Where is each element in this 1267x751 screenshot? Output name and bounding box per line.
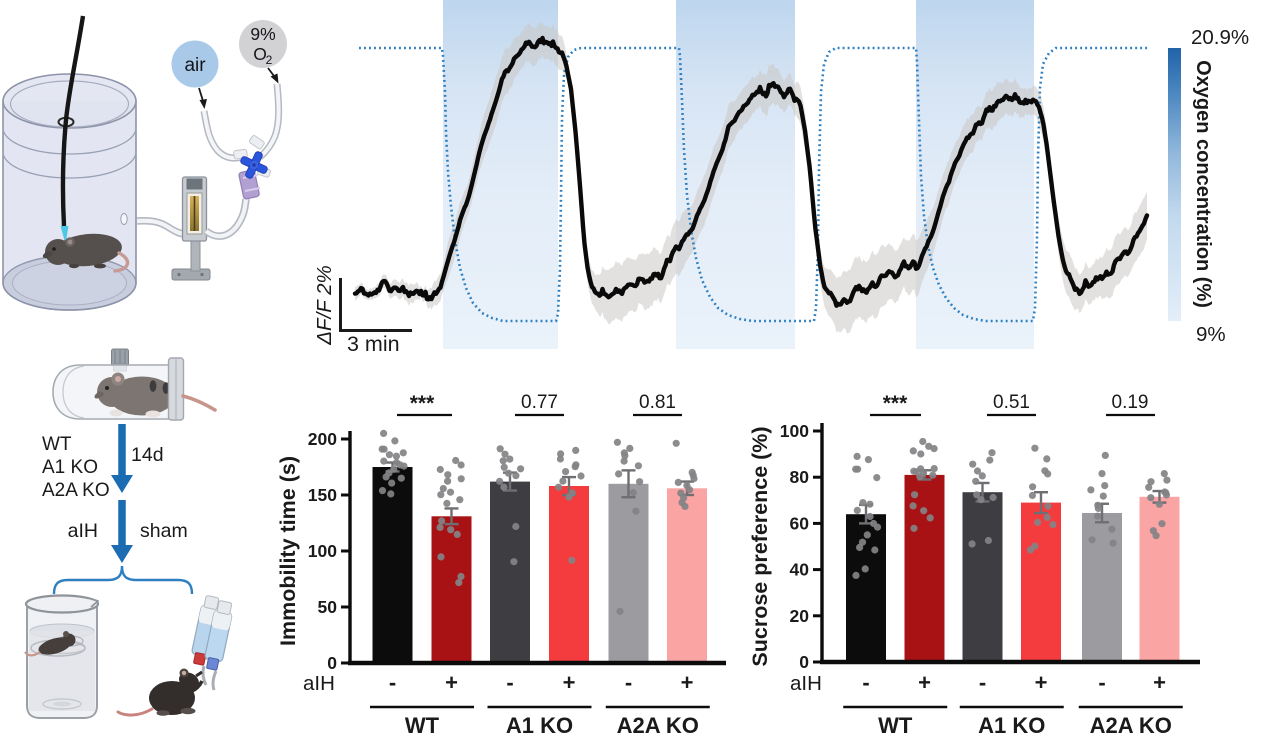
- svg-text:+: +: [681, 670, 694, 695]
- svg-text:+: +: [445, 670, 458, 695]
- svg-text:sham: sham: [140, 520, 188, 542]
- svg-text:A2A KO: A2A KO: [42, 480, 110, 501]
- svg-text:***: ***: [410, 392, 435, 415]
- svg-text:-: -: [506, 670, 513, 695]
- svg-text:100: 100: [308, 541, 337, 561]
- svg-text:100: 100: [780, 421, 809, 441]
- svg-text:+: +: [563, 670, 576, 695]
- svg-text:3 min: 3 min: [347, 332, 400, 356]
- svg-text:+: +: [1035, 670, 1048, 695]
- svg-text:80: 80: [790, 467, 810, 487]
- svg-text:A1 KO: A1 KO: [506, 713, 573, 738]
- svg-text:ΔF/F 2%: ΔF/F 2%: [313, 265, 336, 345]
- svg-text:20: 20: [790, 606, 810, 626]
- svg-text:+: +: [1153, 670, 1166, 695]
- svg-text:***: ***: [883, 392, 908, 415]
- svg-text:Oxygen concentration (%): Oxygen concentration (%): [1192, 60, 1214, 308]
- svg-text:WT: WT: [42, 434, 72, 455]
- svg-text:0: 0: [327, 653, 337, 673]
- svg-text:O: O: [253, 44, 267, 64]
- svg-text:9%: 9%: [1196, 323, 1226, 346]
- svg-text:2: 2: [266, 53, 273, 67]
- svg-text:aIH: aIH: [68, 520, 98, 542]
- svg-text:Sucrose preference (%): Sucrose preference (%): [748, 426, 772, 666]
- svg-text:0: 0: [799, 652, 809, 672]
- svg-text:200: 200: [308, 429, 337, 449]
- svg-text:-: -: [389, 670, 396, 695]
- svg-text:14d: 14d: [131, 444, 164, 466]
- svg-text:0.81: 0.81: [639, 392, 676, 413]
- svg-text:0.19: 0.19: [1112, 392, 1149, 413]
- svg-text:WT: WT: [405, 713, 440, 738]
- svg-text:WT: WT: [878, 713, 913, 738]
- svg-text:Immobility time (s): Immobility time (s): [276, 456, 300, 646]
- svg-text:150: 150: [308, 485, 337, 505]
- svg-text:aIH: aIH: [790, 672, 822, 695]
- svg-text:-: -: [625, 670, 632, 695]
- svg-text:-: -: [1098, 670, 1105, 695]
- svg-text:+: +: [918, 670, 931, 695]
- svg-text:9%: 9%: [250, 24, 275, 44]
- svg-text:60: 60: [790, 513, 810, 533]
- svg-text:40: 40: [790, 560, 810, 580]
- svg-text:A1 KO: A1 KO: [42, 457, 98, 478]
- svg-text:0.77: 0.77: [521, 392, 558, 413]
- svg-text:A2A KO: A2A KO: [617, 713, 699, 738]
- svg-text:0.51: 0.51: [993, 392, 1030, 413]
- svg-text:air: air: [184, 55, 206, 76]
- svg-text:50: 50: [318, 597, 338, 617]
- svg-text:aIH: aIH: [303, 672, 335, 695]
- svg-text:20.9%: 20.9%: [1191, 26, 1249, 49]
- svg-text:A1 KO: A1 KO: [978, 713, 1045, 738]
- svg-text:-: -: [862, 670, 869, 695]
- svg-text:-: -: [979, 670, 986, 695]
- svg-text:A2A KO: A2A KO: [1090, 713, 1172, 738]
